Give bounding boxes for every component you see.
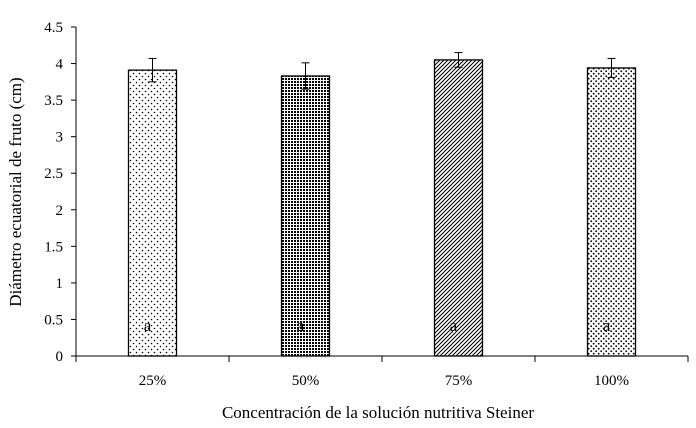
y-tick-label: 0 [56,349,64,365]
x-tick-label: 50% [292,373,320,389]
y-tick-label: 4 [56,57,64,73]
y-tick-label: 1.5 [44,239,63,255]
y-tick-label: 0.5 [44,312,63,328]
y-tick-label: 4.5 [44,20,63,36]
y-tick-label: 2 [56,203,64,219]
y-tick-label: 3.5 [44,93,63,109]
x-tick-label: 75% [445,373,473,389]
x-tick-label: 100% [594,373,629,389]
significance-letter: a [603,316,611,335]
significance-letter: a [450,316,458,335]
y-axis-title: Diámetro ecuatorial de fruto (cm) [6,77,25,306]
y-tick-label: 1 [56,276,64,292]
x-axis-ticks: 25% 50% 75% 100% [75,356,689,389]
bar-100pct [586,67,637,357]
x-axis-title: Concentración de la solución nutritiva S… [222,403,534,422]
bar-50pct [280,75,331,357]
bar-75pct [433,59,484,357]
x-tick-label: 25% [139,373,167,389]
significance-letter: a [144,316,152,335]
bar-25pct [127,69,178,357]
y-tick-label: 3 [56,130,64,146]
significance-letter: a [297,316,305,335]
y-axis-ticks: 0 0.5 1 1.5 2 2.5 3 3.5 4 4.5 [44,20,76,365]
y-tick-label: 2.5 [44,166,63,182]
